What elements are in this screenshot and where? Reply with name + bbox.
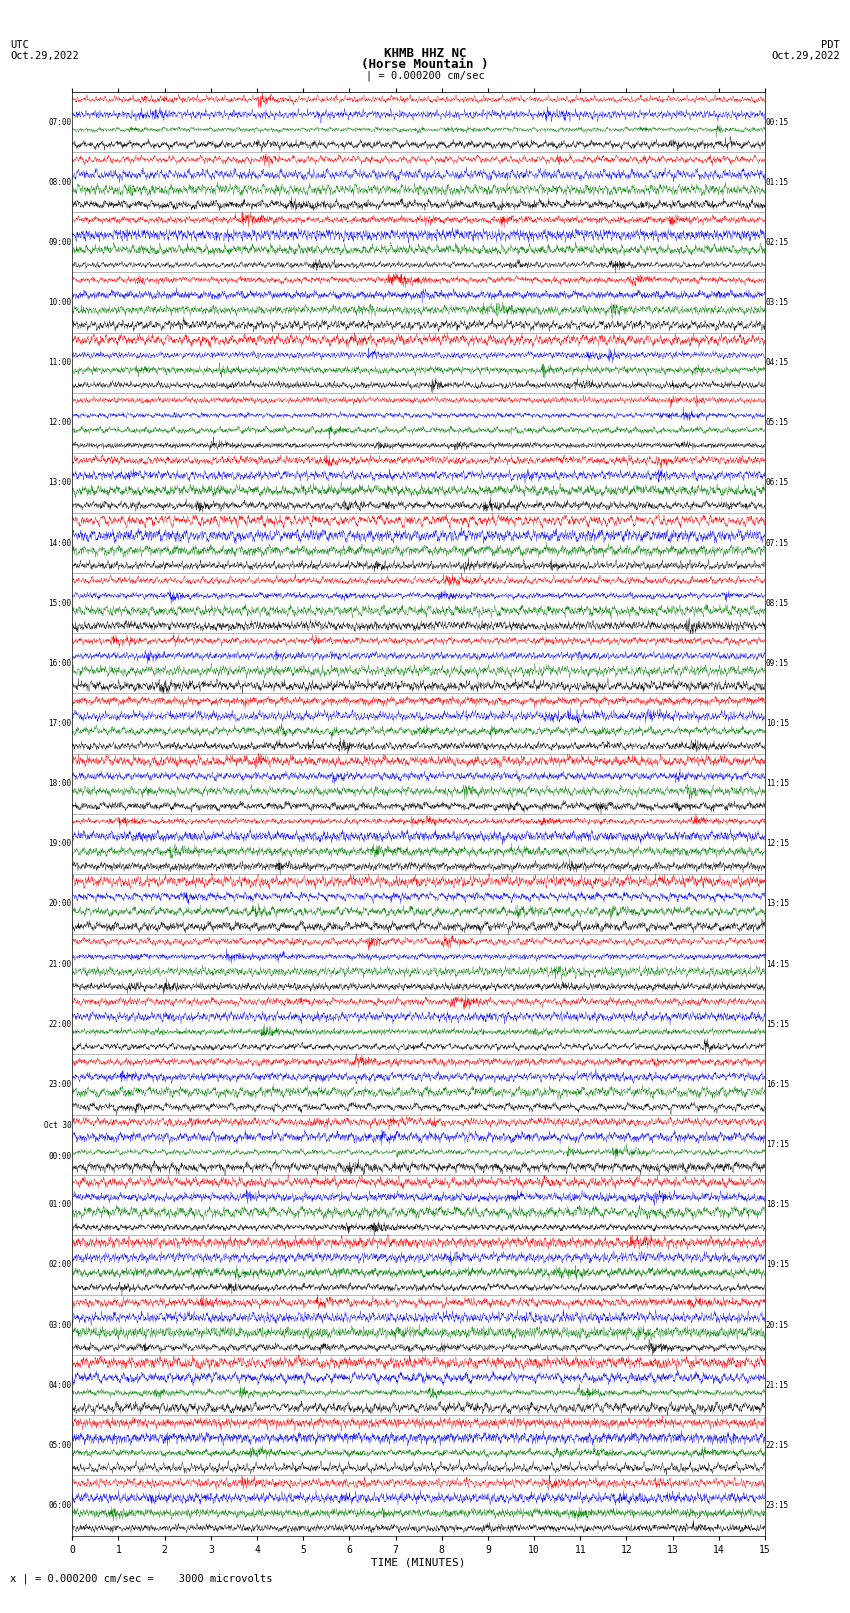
Text: 03:15: 03:15: [766, 298, 789, 306]
Text: 17:00: 17:00: [48, 719, 71, 727]
Text: 12:00: 12:00: [48, 418, 71, 427]
Text: PDT: PDT: [821, 40, 840, 50]
Text: 10:15: 10:15: [766, 719, 789, 727]
Text: 06:15: 06:15: [766, 479, 789, 487]
Text: UTC: UTC: [10, 40, 29, 50]
Text: 05:15: 05:15: [766, 418, 789, 427]
Text: Oct.29,2022: Oct.29,2022: [771, 52, 840, 61]
Text: 09:00: 09:00: [48, 237, 71, 247]
Text: 11:00: 11:00: [48, 358, 71, 368]
Text: 15:00: 15:00: [48, 598, 71, 608]
Text: 16:15: 16:15: [766, 1081, 789, 1089]
Text: 05:00: 05:00: [48, 1440, 71, 1450]
Text: 01:15: 01:15: [766, 177, 789, 187]
Text: 22:00: 22:00: [48, 1019, 71, 1029]
Text: 07:15: 07:15: [766, 539, 789, 547]
Text: 22:15: 22:15: [766, 1440, 789, 1450]
Text: 07:00: 07:00: [48, 118, 71, 126]
Text: 23:15: 23:15: [766, 1502, 789, 1510]
Text: 13:00: 13:00: [48, 479, 71, 487]
Text: 21:15: 21:15: [766, 1381, 789, 1390]
Text: 15:15: 15:15: [766, 1019, 789, 1029]
Text: 02:15: 02:15: [766, 237, 789, 247]
Text: 01:00: 01:00: [48, 1200, 71, 1210]
Text: 08:15: 08:15: [766, 598, 789, 608]
Text: 23:00: 23:00: [48, 1081, 71, 1089]
Text: 17:15: 17:15: [766, 1140, 789, 1148]
Text: 03:00: 03:00: [48, 1321, 71, 1329]
X-axis label: TIME (MINUTES): TIME (MINUTES): [371, 1558, 466, 1568]
Text: 20:00: 20:00: [48, 900, 71, 908]
Text: 21:00: 21:00: [48, 960, 71, 969]
Text: 11:15: 11:15: [766, 779, 789, 789]
Text: 04:15: 04:15: [766, 358, 789, 368]
Text: KHMB HHZ NC: KHMB HHZ NC: [383, 47, 467, 60]
Text: 10:00: 10:00: [48, 298, 71, 306]
Text: 12:15: 12:15: [766, 839, 789, 848]
Text: 13:15: 13:15: [766, 900, 789, 908]
Text: 19:15: 19:15: [766, 1260, 789, 1269]
Text: 18:15: 18:15: [766, 1200, 789, 1210]
Text: | = 0.000200 cm/sec: | = 0.000200 cm/sec: [366, 71, 484, 82]
Text: 09:15: 09:15: [766, 658, 789, 668]
Text: (Horse Mountain ): (Horse Mountain ): [361, 58, 489, 71]
Text: 08:00: 08:00: [48, 177, 71, 187]
Text: Oct.29,2022: Oct.29,2022: [10, 52, 79, 61]
Text: 16:00: 16:00: [48, 658, 71, 668]
Text: 19:00: 19:00: [48, 839, 71, 848]
Text: 04:00: 04:00: [48, 1381, 71, 1390]
Text: 00:00: 00:00: [48, 1152, 71, 1161]
Text: 00:15: 00:15: [766, 118, 789, 126]
Text: 14:15: 14:15: [766, 960, 789, 969]
Text: Oct 30: Oct 30: [44, 1121, 71, 1131]
Text: 06:00: 06:00: [48, 1502, 71, 1510]
Text: 14:00: 14:00: [48, 539, 71, 547]
Text: 20:15: 20:15: [766, 1321, 789, 1329]
Text: x | = 0.000200 cm/sec =    3000 microvolts: x | = 0.000200 cm/sec = 3000 microvolts: [10, 1573, 273, 1584]
Text: 02:00: 02:00: [48, 1260, 71, 1269]
Text: 18:00: 18:00: [48, 779, 71, 789]
